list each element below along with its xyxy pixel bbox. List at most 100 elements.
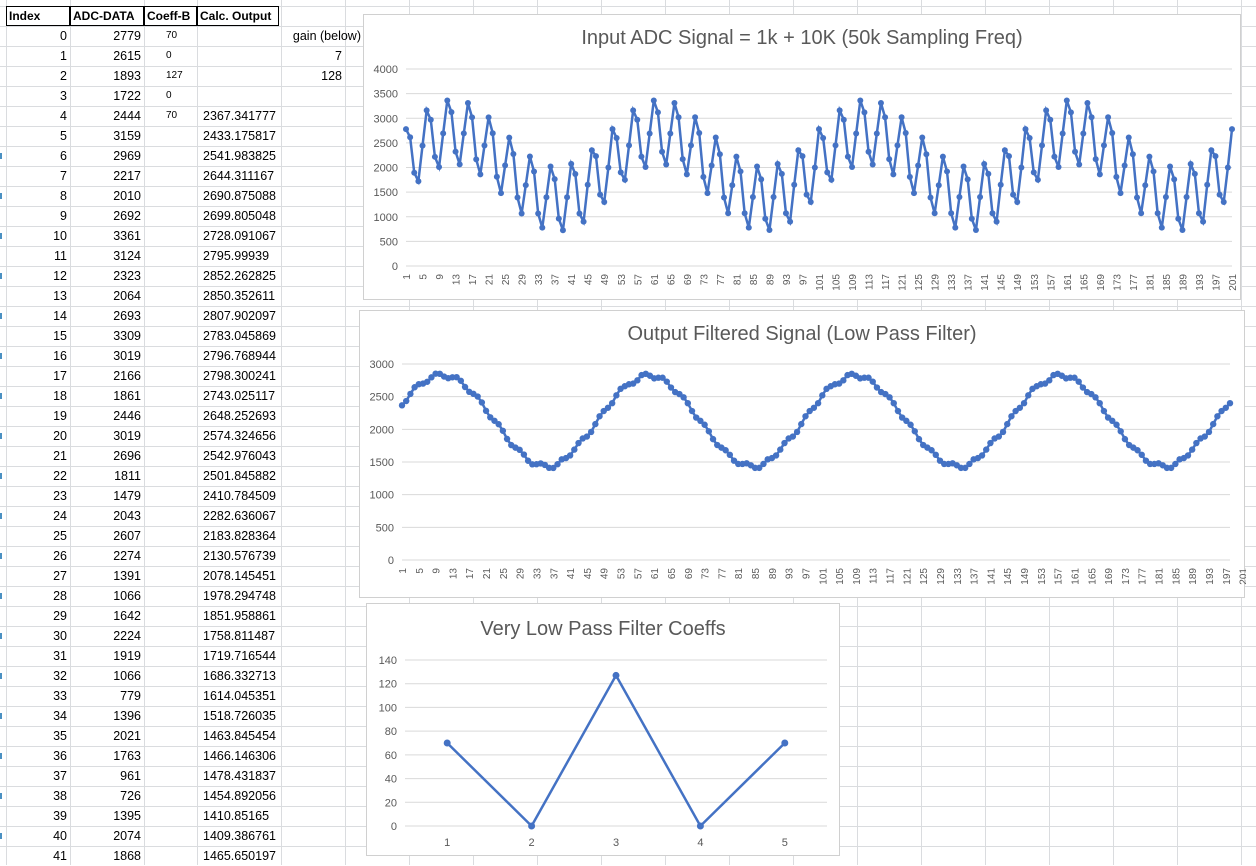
coeff-b-cell[interactable] bbox=[144, 766, 197, 786]
header-calc-output[interactable]: Calc. Output bbox=[197, 6, 279, 26]
coeff-b-cell[interactable] bbox=[144, 586, 197, 606]
index-cell[interactable]: 28 bbox=[53, 589, 67, 603]
coeff-b-cell[interactable] bbox=[144, 706, 197, 726]
index-cell[interactable]: 30 bbox=[53, 629, 67, 643]
index-cell[interactable]: 18 bbox=[53, 389, 67, 403]
coeff-b-cell[interactable]: 70 bbox=[166, 30, 178, 41]
coeff-b-cell[interactable] bbox=[144, 206, 197, 226]
adc-data-cell[interactable]: 961 bbox=[120, 769, 141, 783]
adc-data-cell[interactable]: 3019 bbox=[113, 349, 141, 363]
adc-data-cell[interactable]: 2779 bbox=[113, 29, 141, 43]
index-cell[interactable]: 20 bbox=[53, 429, 67, 443]
adc-data-cell[interactable]: 2696 bbox=[113, 449, 141, 463]
calc-output-cell[interactable]: 1978.294748 bbox=[203, 589, 276, 603]
index-cell[interactable]: 7 bbox=[60, 169, 67, 183]
index-cell[interactable]: 14 bbox=[53, 309, 67, 323]
index-cell[interactable]: 27 bbox=[53, 569, 67, 583]
adc-data-cell[interactable]: 1395 bbox=[113, 809, 141, 823]
calc-output-cell[interactable]: 2183.828364 bbox=[203, 529, 276, 543]
gain-value-1[interactable]: 7 bbox=[335, 49, 342, 63]
adc-data-cell[interactable]: 1811 bbox=[114, 469, 141, 483]
calc-output-cell[interactable]: 2728.091067 bbox=[203, 229, 276, 243]
calc-output-cell[interactable]: 2410.784509 bbox=[203, 489, 276, 503]
calc-output-cell[interactable]: 1409.386761 bbox=[203, 829, 276, 843]
index-cell[interactable]: 13 bbox=[53, 289, 67, 303]
adc-data-cell[interactable]: 2692 bbox=[113, 209, 141, 223]
coeff-b-cell[interactable] bbox=[144, 806, 197, 826]
adc-data-cell[interactable]: 3019 bbox=[113, 429, 141, 443]
coeff-b-cell[interactable] bbox=[144, 386, 197, 406]
index-cell[interactable]: 21 bbox=[53, 449, 67, 463]
calc-output-cell[interactable]: 2852.262825 bbox=[203, 269, 276, 283]
index-cell[interactable]: 3 bbox=[60, 89, 67, 103]
index-cell[interactable]: 8 bbox=[60, 189, 67, 203]
adc-data-cell[interactable]: 1893 bbox=[113, 69, 141, 83]
calc-output-cell[interactable]: 2783.045869 bbox=[203, 329, 276, 343]
coeff-b-cell[interactable] bbox=[144, 406, 197, 426]
coeff-b-cell[interactable] bbox=[144, 486, 197, 506]
calc-output-cell[interactable]: 1466.146306 bbox=[203, 749, 276, 763]
calc-output-cell[interactable]: 2542.976043 bbox=[203, 449, 276, 463]
calc-output-cell[interactable]: 2367.341777 bbox=[203, 109, 276, 123]
index-cell[interactable]: 34 bbox=[53, 709, 67, 723]
coeff-b-cell[interactable] bbox=[144, 546, 197, 566]
calc-output-cell[interactable]: 1410.85165 bbox=[203, 809, 270, 823]
coeff-b-cell[interactable]: 127 bbox=[166, 70, 183, 81]
index-cell[interactable]: 5 bbox=[60, 129, 67, 143]
index-cell[interactable]: 36 bbox=[53, 749, 67, 763]
filter-coeffs-chart[interactable]: Very Low Pass Filter Coeffs 0 20 40 60 80 100… bbox=[366, 603, 840, 856]
calc-output-cell[interactable]: 2648.252693 bbox=[203, 409, 276, 423]
adc-data-cell[interactable]: 3361 bbox=[113, 229, 141, 243]
coeff-b-cell[interactable] bbox=[144, 666, 197, 686]
gain-label[interactable]: gain (below) bbox=[292, 29, 361, 43]
header-adc-data[interactable]: ADC-DATA bbox=[70, 6, 144, 26]
adc-data-cell[interactable]: 2446 bbox=[113, 409, 141, 423]
adc-data-cell[interactable]: 2615 bbox=[113, 49, 141, 63]
coeff-b-cell[interactable] bbox=[144, 686, 197, 706]
index-cell[interactable]: 16 bbox=[53, 349, 67, 363]
adc-data-cell[interactable]: 2274 bbox=[113, 549, 141, 563]
calc-output-cell[interactable]: 1614.045351 bbox=[203, 689, 276, 703]
coeff-b-cell[interactable] bbox=[144, 226, 197, 246]
adc-data-cell[interactable]: 2010 bbox=[113, 189, 141, 203]
calc-output-cell[interactable]: 2690.875088 bbox=[203, 189, 276, 203]
calc-output-cell[interactable]: 2130.576739 bbox=[203, 549, 276, 563]
adc-data-cell[interactable]: 2217 bbox=[113, 169, 141, 183]
adc-data-cell[interactable]: 2074 bbox=[113, 829, 141, 843]
coeff-b-cell[interactable] bbox=[144, 166, 197, 186]
coeff-b-cell[interactable] bbox=[144, 626, 197, 646]
coeff-b-cell[interactable] bbox=[144, 426, 197, 446]
index-cell[interactable]: 4 bbox=[60, 109, 67, 123]
adc-data-cell[interactable]: 2444 bbox=[113, 109, 141, 123]
coeff-b-cell[interactable] bbox=[144, 146, 197, 166]
calc-output-cell[interactable]: 1454.892056 bbox=[203, 789, 276, 803]
calc-output-cell[interactable] bbox=[197, 66, 281, 86]
coeff-b-cell[interactable]: 0 bbox=[166, 90, 172, 101]
index-cell[interactable]: 33 bbox=[53, 689, 67, 703]
adc-data-cell[interactable]: 726 bbox=[120, 789, 141, 803]
index-cell[interactable]: 0 bbox=[60, 29, 67, 43]
coeff-b-cell[interactable] bbox=[144, 246, 197, 266]
adc-data-cell[interactable]: 2224 bbox=[113, 629, 141, 643]
calc-output-cell[interactable] bbox=[197, 46, 281, 66]
adc-data-cell[interactable]: 1066 bbox=[113, 669, 141, 683]
index-cell[interactable]: 29 bbox=[53, 609, 67, 623]
index-cell[interactable]: 22 bbox=[53, 469, 67, 483]
coeff-b-cell[interactable] bbox=[144, 326, 197, 346]
calc-output-cell[interactable] bbox=[197, 86, 281, 106]
calc-output-cell[interactable]: 1478.431837 bbox=[203, 769, 276, 783]
calc-output-cell[interactable] bbox=[197, 26, 281, 46]
index-cell[interactable]: 10 bbox=[53, 229, 67, 243]
adc-data-cell[interactable]: 2607 bbox=[113, 529, 141, 543]
calc-output-cell[interactable]: 1463.845454 bbox=[203, 729, 276, 743]
calc-output-cell[interactable]: 2574.324656 bbox=[203, 429, 276, 443]
index-cell[interactable]: 19 bbox=[53, 409, 67, 423]
index-cell[interactable]: 15 bbox=[53, 329, 67, 343]
coeff-b-cell[interactable] bbox=[144, 506, 197, 526]
gain-value-2[interactable]: 128 bbox=[321, 69, 342, 83]
coeff-b-cell[interactable] bbox=[144, 566, 197, 586]
adc-data-cell[interactable]: 2166 bbox=[113, 369, 141, 383]
index-cell[interactable]: 37 bbox=[53, 769, 67, 783]
index-cell[interactable]: 9 bbox=[60, 209, 67, 223]
coeff-b-cell[interactable] bbox=[144, 826, 197, 846]
